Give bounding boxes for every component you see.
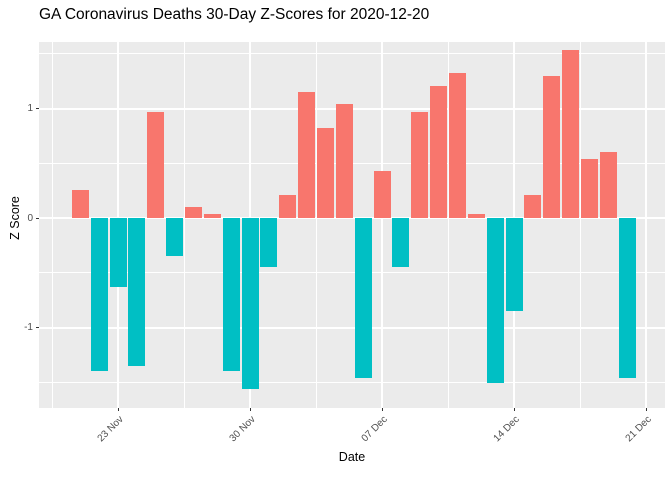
bar: [316, 128, 334, 218]
y-tick-label: 0: [27, 212, 33, 224]
gridline-h-major: [39, 217, 665, 219]
bar: [448, 73, 466, 218]
bar: [90, 218, 108, 372]
bar: [128, 218, 146, 366]
chart-title: GA Coronavirus Deaths 30-Day Z-Scores fo…: [39, 6, 430, 23]
bar: [543, 75, 561, 218]
gridline-v-minor: [315, 42, 317, 408]
y-tick-mark: [36, 217, 39, 219]
y-tick-mark: [36, 327, 39, 328]
bar: [241, 218, 259, 389]
bar: [222, 218, 240, 372]
x-axis-title: Date: [338, 450, 366, 464]
bar: [505, 218, 523, 312]
gridline-v-major: [381, 42, 383, 408]
y-tick-mark: [36, 108, 39, 109]
bar: [260, 218, 278, 268]
gridline-h-minor: [39, 53, 665, 55]
bar: [618, 218, 636, 378]
gridline-v-minor: [183, 42, 185, 408]
y-tick-label: -1: [24, 322, 33, 333]
bar: [599, 152, 617, 218]
bar: [467, 213, 485, 218]
bar: [411, 111, 429, 218]
x-tick-mark: [645, 408, 647, 411]
bar: [373, 170, 391, 218]
x-tick-mark: [117, 408, 119, 411]
bar: [430, 85, 448, 218]
bar: [392, 218, 410, 268]
gridline-v-minor: [447, 42, 449, 408]
x-tick-mark: [513, 408, 515, 411]
bar: [109, 218, 127, 287]
bar: [580, 158, 598, 218]
bar: [562, 50, 580, 218]
gridline-h-minor: [39, 272, 665, 274]
gridline-h-major: [39, 326, 665, 329]
plot-panel: [39, 42, 665, 408]
gridline-v-minor: [51, 42, 53, 408]
gridline-v-minor: [579, 42, 581, 408]
bar: [279, 195, 297, 218]
bar: [166, 218, 184, 257]
x-tick-mark: [381, 408, 383, 411]
bar: [298, 92, 316, 218]
gridline-v-major: [645, 42, 647, 408]
bar: [203, 213, 221, 218]
bar: [71, 189, 89, 218]
y-tick-label: 1: [27, 103, 33, 114]
gridline-h-minor: [39, 381, 665, 383]
bar: [354, 218, 372, 378]
bar: [147, 111, 165, 218]
bar: [524, 195, 542, 218]
x-tick-mark: [249, 408, 251, 411]
bar: [486, 218, 504, 384]
bar: [184, 207, 202, 218]
bar: [335, 104, 353, 218]
